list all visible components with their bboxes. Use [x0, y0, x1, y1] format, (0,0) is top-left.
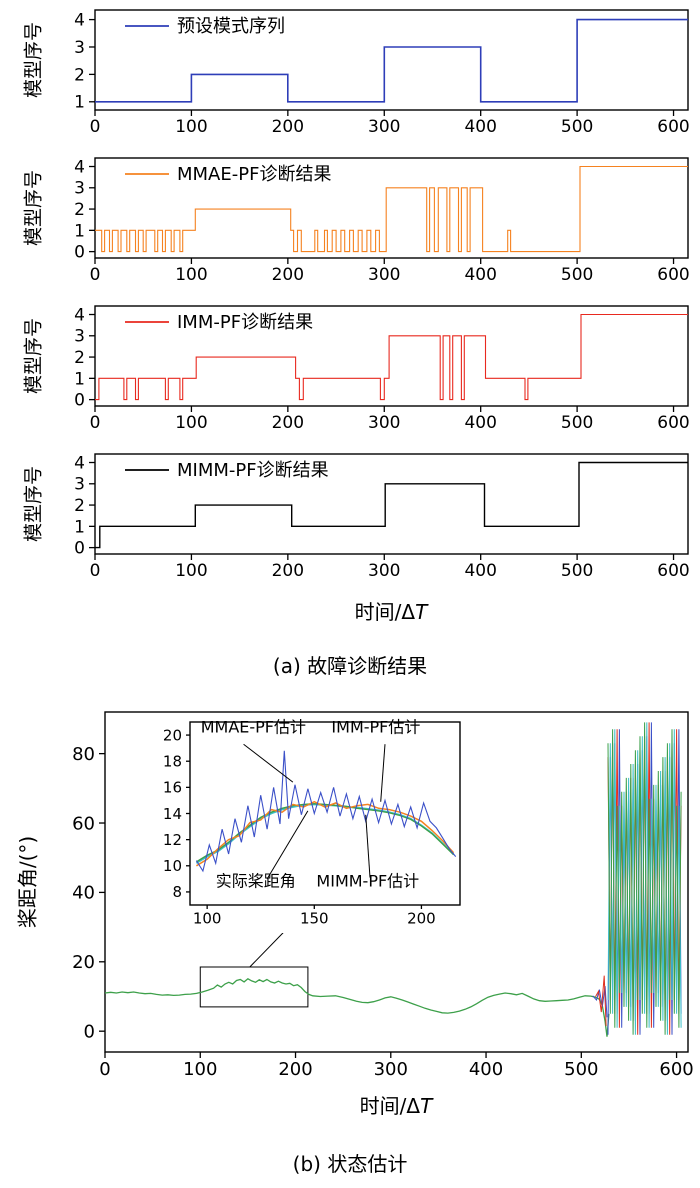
svg-text:400: 400 [464, 117, 496, 137]
svg-text:0: 0 [90, 561, 101, 581]
svg-text:4: 4 [74, 157, 85, 177]
panel-a-xlabel-italic: T [415, 600, 428, 624]
svg-text:0: 0 [74, 391, 85, 411]
svg-text:400: 400 [464, 265, 496, 285]
svg-text:300: 300 [368, 265, 400, 285]
svg-text:MMAE-PF估计: MMAE-PF估计 [201, 717, 306, 736]
svg-text:IMM-PF诊断结果: IMM-PF诊断结果 [177, 312, 313, 333]
svg-text:14: 14 [163, 805, 182, 823]
panel-b-xlabel: 时间/ΔT [360, 1090, 433, 1119]
svg-text:MMAE-PF诊断结果: MMAE-PF诊断结果 [177, 164, 331, 185]
svg-text:500: 500 [561, 265, 593, 285]
svg-text:3: 3 [74, 475, 85, 495]
svg-text:12: 12 [163, 831, 182, 849]
svg-text:600: 600 [657, 265, 689, 285]
svg-text:18: 18 [163, 752, 182, 770]
svg-text:300: 300 [374, 1059, 408, 1080]
panel-b-xlabel-italic: T [420, 1094, 433, 1118]
svg-text:MIMM-PF估计: MIMM-PF估计 [316, 872, 419, 891]
svg-text:IMM-PF估计: IMM-PF估计 [331, 717, 420, 736]
panel-a-xlabel-text: 时间/Δ [354, 600, 416, 624]
svg-text:10: 10 [163, 857, 182, 875]
svg-text:400: 400 [469, 1059, 503, 1080]
panel-a-xlabel: 时间/ΔT [355, 596, 428, 625]
svg-text:预设模式序列: 预设模式序列 [177, 16, 285, 37]
panel-b-xlabel-text: 时间/Δ [359, 1094, 421, 1118]
panel-b-caption: (b) 状态估计 [292, 1152, 408, 1176]
svg-text:0: 0 [90, 117, 101, 137]
svg-text:100: 100 [183, 1059, 217, 1080]
svg-text:500: 500 [564, 1059, 598, 1080]
svg-text:200: 200 [272, 413, 304, 433]
svg-text:500: 500 [561, 413, 593, 433]
panel-a1-ylabel: 模型序号 [22, 21, 45, 99]
panel-a2-ylabel: 模型序号 [22, 169, 45, 247]
svg-text:2: 2 [74, 348, 85, 368]
svg-text:200: 200 [272, 117, 304, 137]
svg-text:1: 1 [74, 517, 85, 537]
svg-text:100: 100 [175, 561, 207, 581]
svg-text:4: 4 [74, 453, 85, 473]
svg-text:20: 20 [163, 726, 182, 744]
svg-text:100: 100 [193, 909, 222, 927]
svg-text:600: 600 [657, 117, 689, 137]
svg-text:实际桨距角: 实际桨距角 [216, 872, 296, 891]
svg-text:40: 40 [72, 883, 95, 904]
svg-text:0: 0 [90, 413, 101, 433]
svg-text:1: 1 [74, 93, 85, 113]
svg-text:100: 100 [175, 117, 207, 137]
svg-text:8: 8 [172, 883, 182, 901]
svg-text:300: 300 [368, 561, 400, 581]
panel-a3-ylabel: 模型序号 [22, 317, 45, 395]
svg-text:60: 60 [72, 813, 95, 834]
svg-text:600: 600 [657, 413, 689, 433]
svg-text:2: 2 [74, 200, 85, 220]
svg-text:1: 1 [74, 369, 85, 389]
svg-text:0: 0 [99, 1059, 110, 1080]
svg-text:200: 200 [272, 265, 304, 285]
svg-text:500: 500 [561, 561, 593, 581]
svg-text:3: 3 [74, 179, 85, 199]
svg-text:4: 4 [74, 11, 85, 31]
svg-text:300: 300 [368, 117, 400, 137]
svg-text:2: 2 [74, 65, 85, 85]
svg-text:3: 3 [74, 38, 85, 58]
svg-text:MIMM-PF诊断结果: MIMM-PF诊断结果 [177, 460, 329, 481]
svg-text:100: 100 [175, 265, 207, 285]
svg-text:4: 4 [74, 305, 85, 325]
svg-text:200: 200 [272, 561, 304, 581]
svg-text:3: 3 [74, 327, 85, 347]
svg-text:0: 0 [84, 1021, 95, 1042]
svg-text:0: 0 [74, 243, 85, 263]
svg-text:80: 80 [72, 744, 95, 765]
svg-text:400: 400 [464, 413, 496, 433]
svg-text:400: 400 [464, 561, 496, 581]
panel-a-caption: (a) 故障诊断结果 [272, 654, 428, 678]
svg-text:0: 0 [90, 265, 101, 285]
panel-b-ylabel: 桨距角/(°) [15, 835, 40, 929]
svg-text:100: 100 [175, 413, 207, 433]
svg-text:150: 150 [300, 909, 329, 927]
svg-text:600: 600 [657, 561, 689, 581]
svg-text:600: 600 [659, 1059, 693, 1080]
svg-text:20: 20 [72, 952, 95, 973]
svg-text:300: 300 [368, 413, 400, 433]
svg-text:200: 200 [278, 1059, 312, 1080]
svg-text:0: 0 [74, 539, 85, 559]
svg-text:200: 200 [407, 909, 436, 927]
svg-text:16: 16 [163, 779, 182, 797]
svg-text:2: 2 [74, 496, 85, 516]
panel-a4-ylabel: 模型序号 [22, 465, 45, 543]
svg-text:500: 500 [561, 117, 593, 137]
svg-text:1: 1 [74, 221, 85, 241]
